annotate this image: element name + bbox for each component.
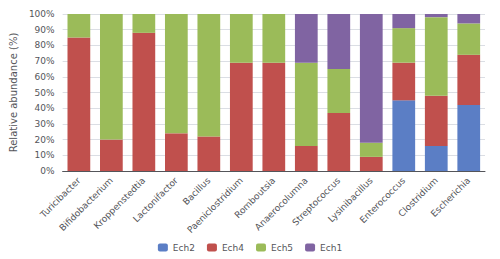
svg-text:Ech2: Ech2 [173, 243, 195, 253]
svg-text:Bifidobacterium: Bifidobacterium [57, 175, 115, 233]
svg-text:10%: 10% [35, 150, 55, 160]
svg-text:Escherichia: Escherichia [429, 175, 472, 218]
svg-text:20%: 20% [35, 135, 55, 145]
svg-text:Kroppenstedtia: Kroppenstedtia [91, 175, 148, 231]
svg-text:60%: 60% [35, 72, 55, 82]
svg-text:Ech1: Ech1 [320, 243, 342, 253]
svg-text:80%: 80% [35, 40, 55, 50]
svg-text:Ech4: Ech4 [222, 243, 244, 253]
svg-text:Streptococcus: Streptococcus [290, 175, 343, 228]
svg-text:Relative abundance (%): Relative abundance (%) [8, 33, 19, 153]
svg-text:Bacillus: Bacillus [181, 175, 213, 207]
svg-text:30%: 30% [35, 119, 55, 129]
svg-text:Paeniclostridium: Paeniclostridium [185, 175, 245, 235]
svg-text:Lysinibacillus: Lysinibacillus [326, 175, 375, 225]
svg-text:Romboutsia: Romboutsia [232, 175, 278, 221]
svg-text:100%: 100% [29, 9, 55, 19]
svg-text:Enterococcus: Enterococcus [358, 175, 408, 225]
svg-text:0%: 0% [40, 166, 55, 176]
svg-text:Turicibacter: Turicibacter [38, 175, 83, 220]
svg-text:90%: 90% [35, 25, 55, 35]
svg-text:70%: 70% [35, 56, 55, 66]
svg-text:Lactonifactor: Lactonifactor [131, 175, 180, 224]
svg-text:Ech5: Ech5 [271, 243, 293, 253]
svg-text:40%: 40% [35, 103, 55, 113]
svg-text:50%: 50% [35, 88, 55, 98]
svg-text:Anaerocolumna: Anaerocolumna [253, 175, 310, 232]
svg-text:Clostridium: Clostridium [396, 175, 440, 219]
